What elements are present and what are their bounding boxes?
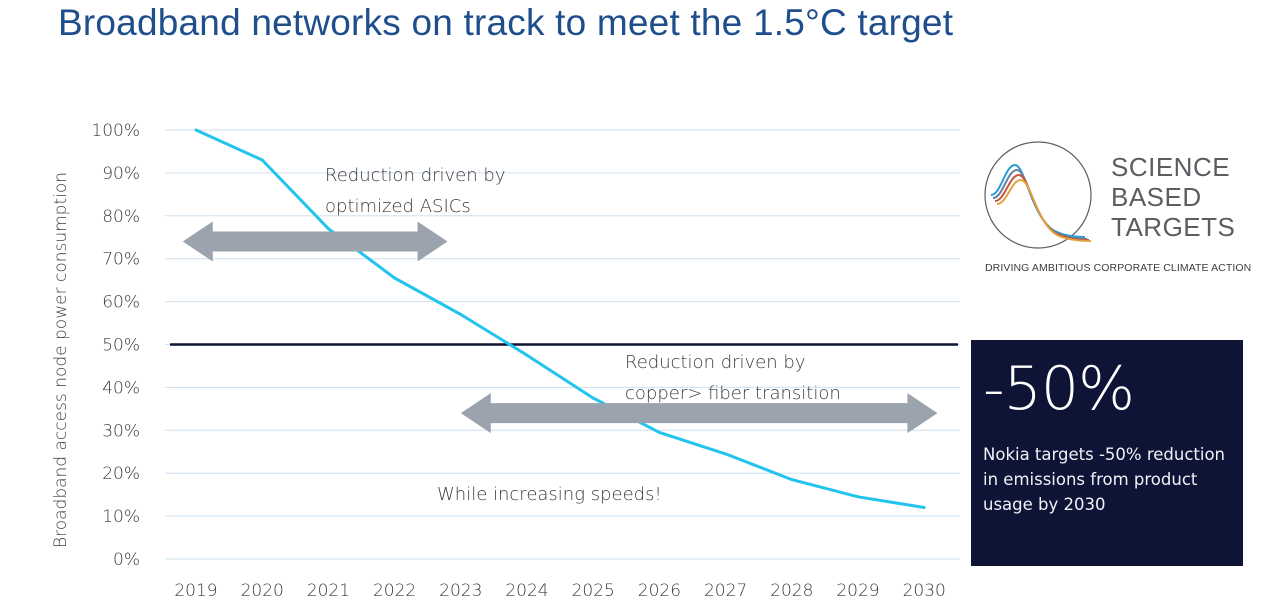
data-point [922,506,926,510]
x-tick-label: 2026 [638,581,681,601]
x-tick-label: 2020 [241,581,284,601]
asic-arrow [182,221,448,262]
x-tick-label: 2019 [174,581,217,601]
data-point [525,353,529,357]
data-point [856,495,860,499]
data-point [790,478,794,482]
x-tick-label: 2024 [505,581,548,601]
y-tick-label: 0% [113,550,140,570]
series-line [195,128,925,509]
logo-word-targets: TARGETS [1111,212,1236,242]
logo-tagline: DRIVING AMBITIOUS CORPORATE CLIMATE ACTI… [985,262,1252,274]
annotation-text: copper> fiber transition [625,383,841,404]
y-tick-label: 10% [102,507,140,527]
annotation-text: While increasing speeds! [437,484,662,505]
x-tick-label: 2025 [572,581,615,601]
page-title: Broadband networks on track to meet the … [58,2,954,43]
y-tick-label: 80% [102,207,140,227]
x-tick-label: 2023 [439,581,482,601]
y-tick-label: 50% [102,336,140,356]
x-tick-label: 2030 [903,581,946,601]
x-tick-label: 2029 [836,581,879,601]
y-tick-label: 100% [91,121,140,141]
data-point [459,312,463,316]
x-tick-label: 2028 [770,581,813,601]
annotation-text: Reduction driven by [325,165,505,186]
y-tick-label: 40% [102,378,140,398]
callout-text: Nokia targets -50% reduction in emission… [983,445,1225,514]
science-based-targets-logo-icon [984,141,1092,249]
y-tick-label: 20% [102,464,140,484]
data-point [657,430,661,434]
data-point [591,396,595,400]
data-point [260,158,264,162]
y-tick-label: 70% [102,250,140,270]
y-tick-label: 90% [102,164,140,184]
x-tick-label: 2022 [373,581,416,601]
power-consumption-chart: 0% 10% 20% 30% 40% 50% 60% 70% 80% 90% 100% 2019 202… [51,121,960,601]
y-tick-label: 60% [102,293,140,313]
data-point [194,128,198,132]
data-point [393,276,397,280]
callout-headline: -50% [983,354,1135,424]
fiber-arrow [460,393,938,434]
x-tick-label: 2021 [307,581,350,601]
annotation-text: Reduction driven by [625,352,805,373]
data-point [326,227,330,231]
y-tick-label: 30% [102,421,140,441]
annotation-text: optimized ASICs [325,196,471,217]
callout-box: -50% Nokia targets -50% reduction in emi… [971,340,1243,566]
y-axis-label: Broadband access node power consumption [51,172,71,548]
data-point [724,452,728,456]
x-tick-label: 2027 [704,581,747,601]
logo-word-based: BASED [1111,182,1202,212]
logo-word-science: SCIENCE [1111,152,1231,182]
